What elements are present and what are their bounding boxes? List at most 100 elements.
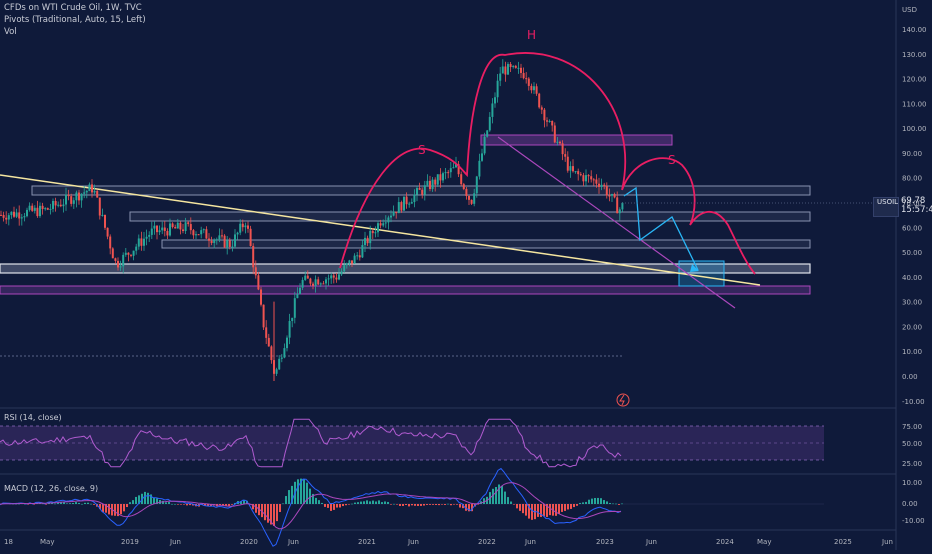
candle-body: [39, 205, 41, 217]
macd-histogram-bar: [324, 504, 326, 507]
candle-body: [330, 275, 333, 279]
macd-histogram-bar: [591, 498, 593, 504]
macd-histogram-bar: [381, 502, 383, 504]
price-tick-label: 30.00: [902, 299, 922, 307]
macd-histogram-bar: [438, 504, 440, 506]
candle-body: [514, 65, 517, 68]
event-icon[interactable]: [616, 393, 630, 407]
candle-body: [353, 255, 356, 264]
price-tick-label: 0.00: [902, 373, 918, 381]
macd-histogram-bar: [453, 504, 455, 505]
macd-histogram-bar: [435, 504, 437, 505]
resistance-zone[interactable]: [31, 185, 811, 196]
macd-histogram-bar: [558, 504, 560, 514]
time-axis[interactable]: 18 May 2019 Jun 2020 Jun 2021 Jun 2022 Jun 2023 Jun…: [4, 538, 893, 546]
macd-histogram-bar: [468, 504, 470, 512]
candle-body: [109, 236, 112, 249]
macd-histogram-bar: [564, 504, 566, 511]
support-zone[interactable]: [129, 211, 811, 222]
candle-body: [270, 346, 273, 361]
candle-body: [473, 193, 476, 204]
rsi-line[interactable]: [0, 418, 622, 468]
price-tick-label: 120.00: [902, 76, 927, 84]
macd-histogram-bar: [129, 502, 131, 504]
candle-body: [111, 248, 114, 259]
macd-histogram-bar: [495, 487, 497, 504]
candle-body: [447, 172, 450, 174]
candle-body: [306, 275, 309, 279]
macd-histogram-bar: [579, 502, 581, 504]
macd-histogram-bar: [93, 504, 95, 505]
candle-body: [236, 232, 239, 235]
macd-histogram-bar: [504, 491, 506, 504]
macd-histogram-bar: [90, 503, 92, 505]
price-tick-label: 10.00: [902, 348, 922, 356]
macd-histogram-bar: [204, 504, 206, 506]
macd-histogram-bar: [123, 504, 125, 512]
macd-line[interactable]: [0, 467, 622, 547]
macd-histogram-bar: [132, 500, 134, 504]
price-axis[interactable]: USD 140.00 130.00 120.00 110.00 100.00 90.00 8…: [902, 6, 927, 406]
candle-body: [457, 164, 460, 175]
macd-histogram-bar: [471, 504, 473, 512]
candle-body: [291, 317, 294, 321]
macd-histogram-bar: [207, 504, 209, 507]
candle-body: [621, 202, 624, 210]
candle-body: [317, 279, 320, 285]
macd-signal-line[interactable]: [0, 482, 621, 530]
candle-body: [265, 327, 268, 338]
candle-body: [613, 193, 616, 198]
price-unit: USD: [902, 6, 917, 14]
candle-body: [143, 238, 145, 246]
macd-histogram-bar: [366, 500, 368, 504]
channel-line[interactable]: [497, 136, 736, 309]
candle-body: [566, 156, 569, 171]
macd-histogram-bar: [618, 504, 620, 505]
candle-body: [390, 215, 392, 218]
candle-body: [59, 204, 62, 207]
macd-histogram-bar: [117, 504, 119, 517]
candle-body: [553, 125, 556, 143]
key-support-zone[interactable]: [0, 263, 811, 274]
candle-body: [44, 208, 47, 210]
macd-histogram-bar: [546, 504, 548, 517]
candle-body: [413, 194, 416, 203]
time-tick-label: May: [757, 538, 771, 546]
candle-body: [332, 275, 335, 278]
candle-body: [163, 227, 166, 231]
candle-body: [7, 215, 10, 220]
candle-body: [442, 173, 444, 181]
demand-zone[interactable]: [0, 285, 811, 295]
macd-histogram-bar: [120, 504, 122, 515]
candle-body: [478, 160, 481, 177]
candle-body: [278, 358, 281, 370]
candle-body: [169, 223, 171, 236]
candle-body: [408, 203, 411, 205]
candle-body: [85, 190, 88, 193]
trendline[interactable]: [0, 174, 761, 286]
macd-histogram-bar: [372, 500, 374, 504]
macd-histogram-bar: [114, 504, 116, 516]
macd-histogram-bar: [570, 504, 572, 509]
macd-histogram-bar: [186, 504, 188, 506]
candle-body: [119, 266, 122, 268]
candle-body: [470, 199, 473, 204]
head-and-shoulders-pattern[interactable]: [339, 52, 756, 275]
volume-indicator-label: Vol: [4, 27, 17, 37]
candle-body: [148, 234, 151, 237]
supply-zone[interactable]: [480, 134, 673, 146]
macd-histogram-bar: [54, 503, 56, 505]
candle-body: [587, 175, 590, 177]
projection-path[interactable]: [623, 186, 699, 271]
macd-histogram-bar: [540, 504, 542, 517]
macd-histogram-bar: [243, 499, 245, 504]
candle-body: [486, 130, 489, 137]
candle-body: [556, 141, 559, 143]
time-tick-label: Jun: [169, 538, 181, 546]
support-zone[interactable]: [161, 239, 811, 249]
candle-body: [351, 260, 353, 264]
macd-histogram-bar: [63, 502, 65, 504]
candle-body: [70, 196, 73, 204]
